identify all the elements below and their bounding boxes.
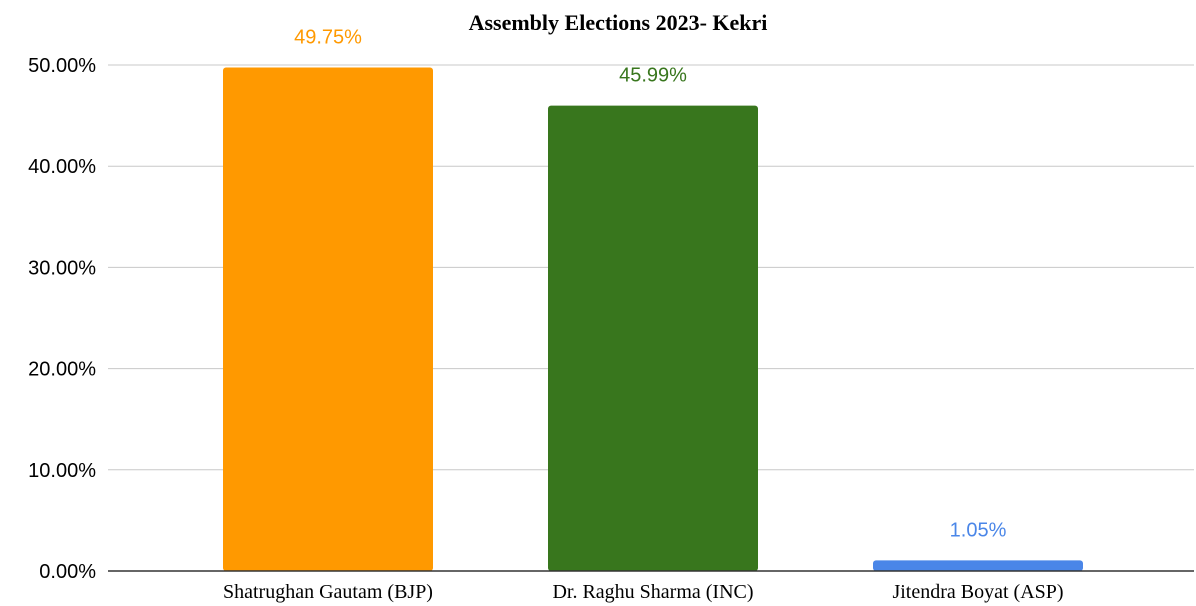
bar (223, 67, 433, 571)
x-tick-label: Shatrughan Gautam (BJP) (223, 581, 433, 603)
data-label: 49.75% (294, 27, 362, 49)
x-tick-label: Jitendra Boyat (ASP) (892, 581, 1063, 603)
y-tick-label: 20.00% (28, 359, 96, 381)
y-tick-label: 10.00% (28, 460, 96, 482)
x-tick-label: Dr. Raghu Sharma (INC) (552, 581, 753, 603)
y-axis-ticks: 0.00% 10.00% 20.00% 30.00% 40.00% 50.00% (28, 55, 96, 583)
data-labels: 49.75% 45.99% 1.05% (294, 27, 1006, 542)
bars (223, 67, 1083, 571)
y-tick-label: 30.00% (28, 257, 96, 279)
chart-title: Assembly Elections 2023- Kekri (469, 10, 768, 35)
bar (548, 105, 758, 571)
y-tick-label: 40.00% (28, 156, 96, 178)
bar (873, 560, 1083, 571)
data-label: 45.99% (619, 65, 687, 87)
data-label: 1.05% (950, 519, 1007, 541)
y-tick-label: 0.00% (39, 561, 96, 583)
x-axis-ticks: Shatrughan Gautam (BJP) Dr. Raghu Sharma … (223, 581, 1064, 603)
y-tick-label: 50.00% (28, 55, 96, 77)
